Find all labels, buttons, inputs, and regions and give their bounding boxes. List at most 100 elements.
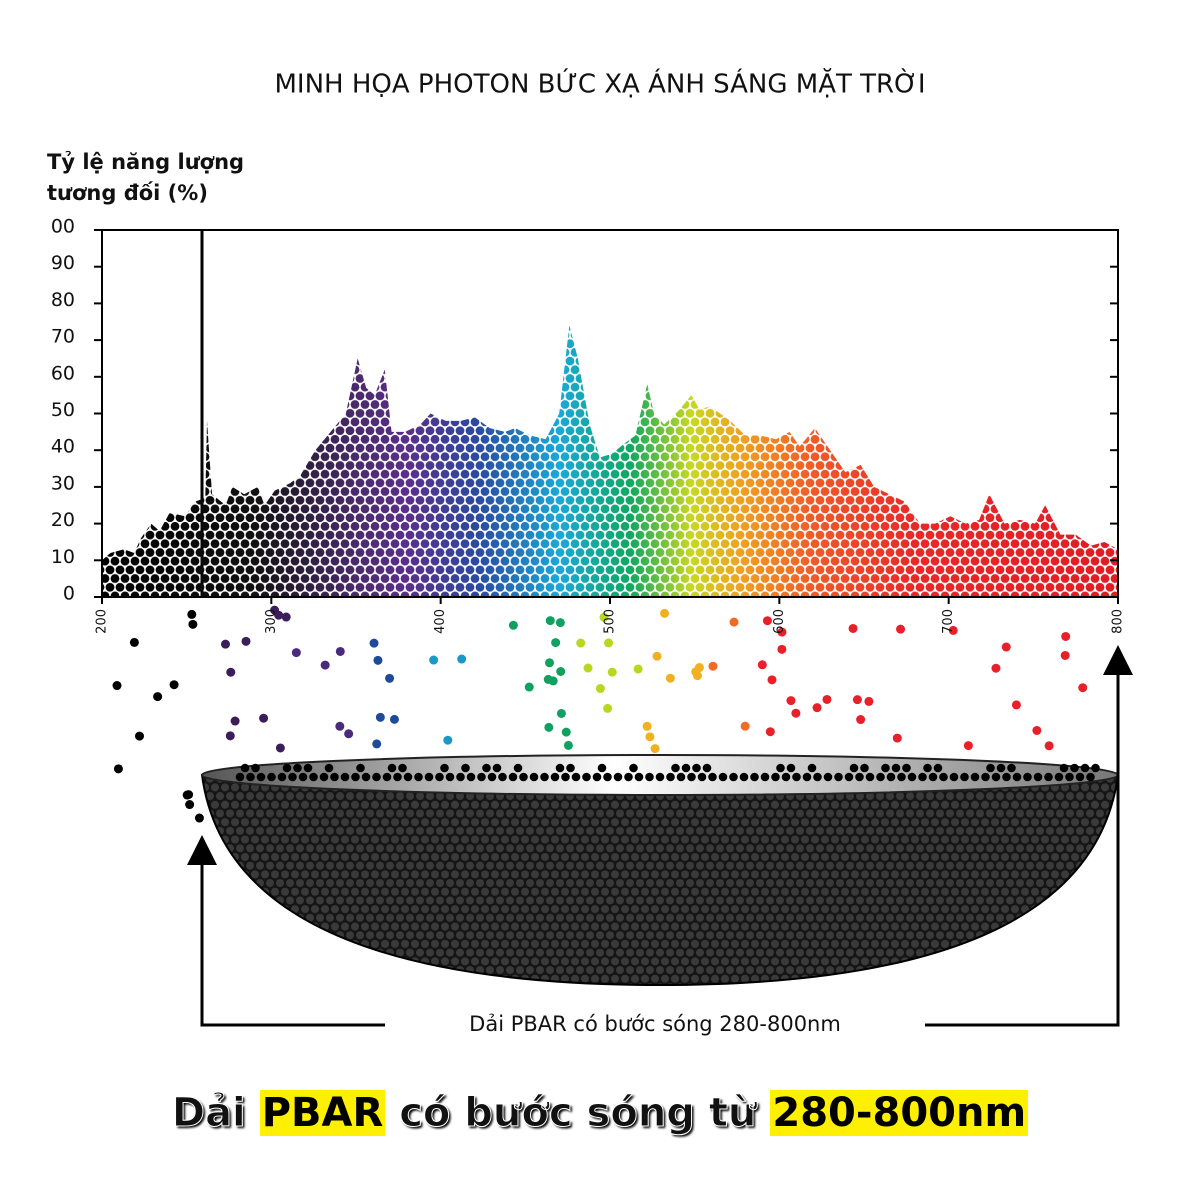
rim-dot <box>592 772 602 782</box>
rim-dot <box>949 772 959 782</box>
rim-dot <box>923 763 932 773</box>
rim-dot <box>498 772 507 782</box>
rim-dot <box>876 772 885 782</box>
photon <box>169 680 179 690</box>
rim-dot <box>1086 772 1095 782</box>
y-axis-label: Tỷ lệ năng lượng <box>47 150 244 174</box>
rim-dot <box>492 763 502 773</box>
photon <box>660 608 670 618</box>
photon <box>762 616 772 626</box>
photon <box>241 636 251 646</box>
rim-dot <box>1070 763 1079 773</box>
photon <box>896 624 906 634</box>
rim-dot <box>256 772 266 782</box>
rim-dot <box>823 772 833 782</box>
photon <box>185 800 195 810</box>
photon <box>556 667 566 677</box>
photon <box>135 731 145 741</box>
photon <box>153 692 163 702</box>
x-tick-label: 800 <box>1111 609 1126 634</box>
x-tick-label: 200 <box>95 609 110 634</box>
rim-dot <box>928 772 938 782</box>
rim-dot <box>681 763 691 773</box>
rim-dot <box>461 763 470 773</box>
rim-dot <box>282 763 292 773</box>
rim-dot <box>634 772 644 782</box>
chart-title: MINH HỌA PHOTON BỨC XẠ ÁNH SÁNG MẶT TRỜI <box>274 67 925 100</box>
photon <box>555 618 565 628</box>
photon <box>429 655 439 665</box>
rim-dot <box>440 763 449 773</box>
rim-dot <box>991 772 1001 782</box>
y-axis-label: tương đối (%) <box>47 181 208 205</box>
rim-dot <box>1065 772 1074 782</box>
photon <box>963 741 973 751</box>
photon <box>112 681 122 691</box>
rim-dot <box>629 763 638 773</box>
photon <box>777 644 787 654</box>
x-tick-label: 400 <box>433 609 448 634</box>
bowl <box>200 754 1120 987</box>
photon <box>275 743 285 753</box>
photon <box>226 667 236 677</box>
photon <box>270 605 280 615</box>
bowl-body <box>200 774 1120 987</box>
y-tick-label: 0 <box>63 583 75 605</box>
photon <box>583 663 593 673</box>
rim-dot <box>802 772 812 782</box>
photon <box>194 813 204 823</box>
photon <box>1060 650 1070 660</box>
photon <box>443 735 453 745</box>
rim-dot <box>702 763 712 773</box>
rim-dot <box>865 772 875 782</box>
photon <box>373 655 383 665</box>
rim-dot <box>897 772 906 782</box>
x-tick-label: 700 <box>941 609 956 634</box>
photon <box>561 727 571 737</box>
photon <box>786 696 796 706</box>
photon <box>645 732 655 742</box>
rim-dot <box>566 763 575 773</box>
rim-dot <box>986 763 995 773</box>
photon <box>545 658 555 668</box>
rim-dot <box>939 772 948 782</box>
photon <box>991 663 1001 673</box>
y-tick-label: 40 <box>51 436 75 458</box>
rim-dot <box>849 763 859 773</box>
photon <box>220 639 230 649</box>
rim-dot <box>324 763 334 773</box>
rim-dot <box>387 763 397 773</box>
photon <box>642 721 652 731</box>
banner-text: Dải <box>171 1090 260 1137</box>
photon <box>369 638 379 648</box>
rim-dot <box>456 772 465 782</box>
rim-dot <box>309 772 318 782</box>
rim-dot <box>666 772 675 782</box>
rim-dot <box>786 763 796 773</box>
photon <box>576 638 586 648</box>
photon <box>765 727 775 737</box>
rim-dot <box>293 763 302 773</box>
photon <box>372 739 382 749</box>
rim-dot <box>487 772 497 782</box>
rim-dot <box>251 763 260 773</box>
photon <box>892 733 902 743</box>
rim-dot <box>891 763 901 773</box>
photon <box>948 625 958 635</box>
rim-dot <box>739 772 749 782</box>
photon <box>1078 683 1088 693</box>
photon <box>595 684 605 694</box>
band-label: Dải PBAR có bước sóng 280-800nm <box>469 1012 841 1036</box>
rim-dot <box>288 772 297 782</box>
rim-dot <box>1091 763 1100 773</box>
rim-dot <box>645 772 654 782</box>
rim-dot <box>303 763 313 773</box>
y-tick-label: 80 <box>51 289 75 311</box>
photon <box>551 638 561 648</box>
photon <box>544 722 554 732</box>
rim-dot <box>881 763 890 773</box>
rim-dot <box>603 772 612 782</box>
rim-dot <box>435 772 444 782</box>
y-tick-label: 30 <box>51 472 75 494</box>
